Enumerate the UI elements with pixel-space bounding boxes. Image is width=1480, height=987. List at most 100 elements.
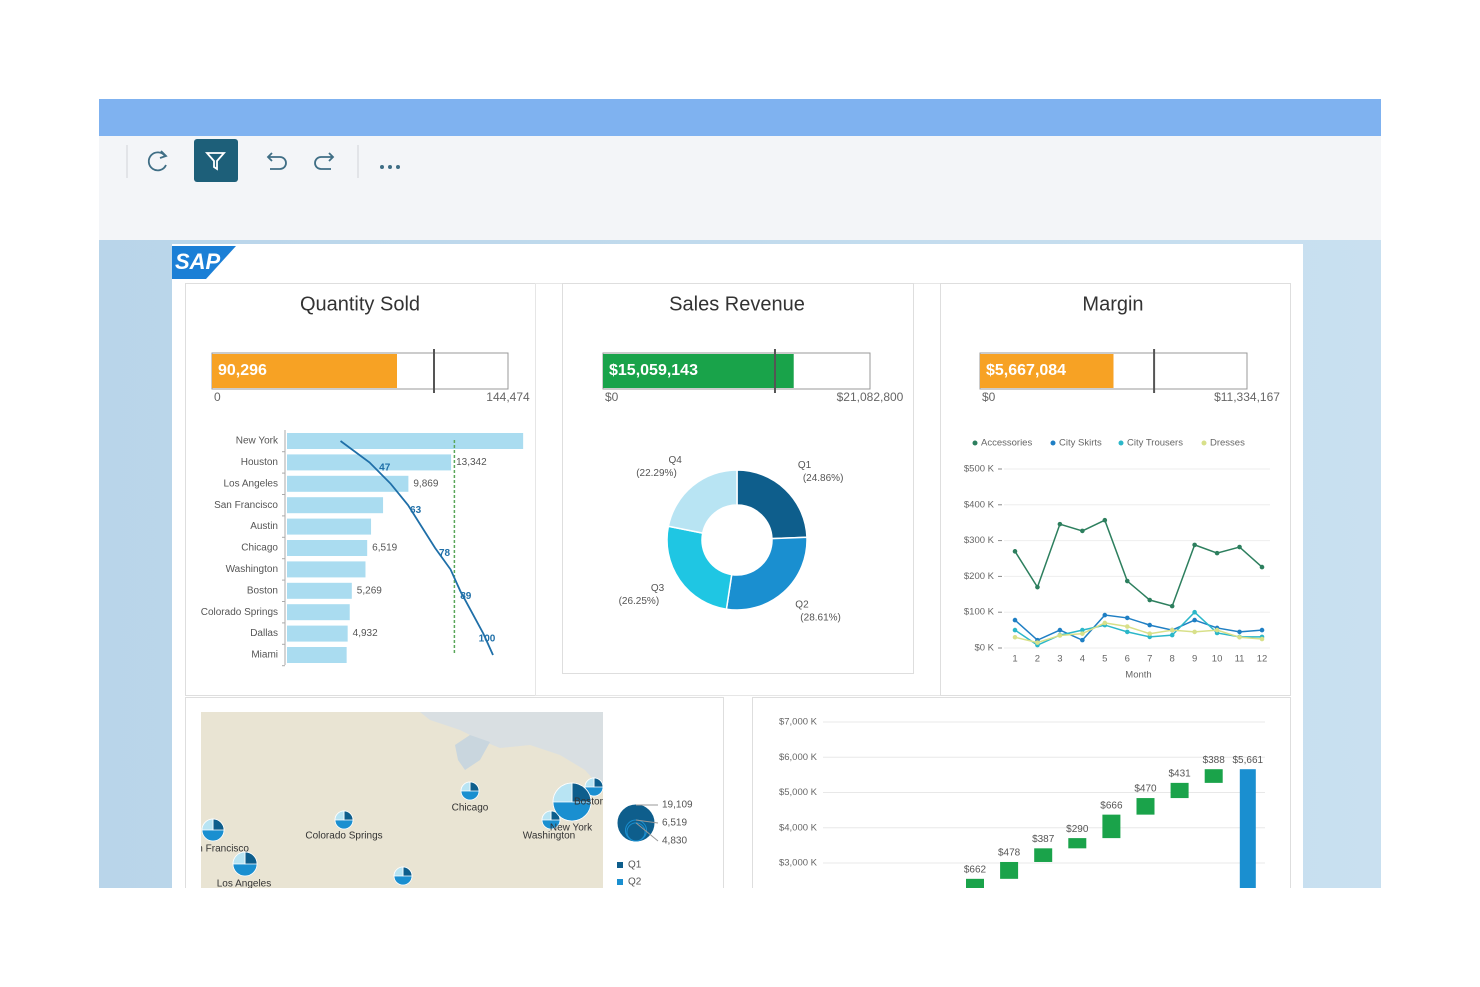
category-label: Los Angeles: [224, 478, 279, 489]
bullet-tick-label: $0: [605, 390, 619, 404]
total-bar: [1239, 769, 1256, 888]
series-point: [1147, 631, 1153, 636]
legend-label: Q1: [628, 860, 642, 871]
panel: [562, 283, 914, 674]
city-pie-slice: [541, 810, 552, 821]
bullet-tick-label: 0: [214, 390, 221, 404]
x-tick-label: 6: [1125, 654, 1130, 665]
bar-value-label: 13,342: [456, 457, 487, 468]
slice-label: Q2: [795, 599, 809, 610]
category-label: Dallas: [250, 628, 278, 639]
map: Chicago Colorado Springs San Francisco Los …: [185, 712, 603, 890]
donut-slice: [736, 469, 808, 540]
y-tick-label: $300 K: [964, 535, 995, 546]
city-label: Los Angeles: [217, 879, 272, 890]
y-tick-label: $5,000 K: [779, 787, 818, 798]
bullet-tick-label: $0: [982, 390, 996, 404]
logo: SAP: [175, 249, 221, 274]
legend-dot: [1050, 440, 1056, 446]
series-point: [1012, 627, 1018, 633]
city-pie-slice: [584, 777, 595, 788]
filter-button[interactable]: [194, 139, 238, 182]
bar: [287, 497, 384, 514]
slice-value: (28.61%): [800, 612, 841, 623]
y-tick-label: $3,000 K: [779, 858, 818, 869]
bar-value-label: 9,869: [413, 478, 438, 489]
series-point: [1237, 634, 1242, 640]
city-label: San Francisco: [185, 844, 249, 855]
panel: [185, 697, 724, 888]
x-tick-label: 2: [1035, 654, 1040, 665]
series-point: [1169, 603, 1175, 609]
bar-value-label: $5,661: [1233, 755, 1264, 766]
legend-swatch: [617, 862, 623, 868]
y-tick-label: $200 K: [964, 571, 995, 582]
bar: [287, 475, 409, 492]
waterfall-bar: [1204, 769, 1223, 783]
cumulative-line: [339, 440, 494, 656]
series-point: [1080, 627, 1085, 633]
title-bar: [99, 99, 1381, 136]
series-point: [1057, 633, 1063, 638]
size-legend-label: 6,519: [662, 818, 687, 829]
filter-icon: [205, 152, 226, 171]
category-label: Chicago: [241, 543, 278, 554]
city-pie-slice: [552, 782, 573, 803]
bullet-bar: [603, 354, 794, 388]
waterfall-bar: [1102, 814, 1121, 839]
slice-label: Q1: [798, 460, 812, 471]
cumulative-label: 78: [439, 548, 451, 559]
bar: [287, 604, 350, 621]
waterfall-bar: [1034, 848, 1053, 862]
size-legend-label: 19,109: [662, 800, 693, 811]
city-label: Chicago: [452, 803, 489, 814]
panel-title: Quantity Sold: [300, 293, 420, 315]
city-pie-slice: [232, 851, 246, 865]
x-tick-label: 11: [1235, 654, 1245, 665]
series-point: [1259, 627, 1265, 633]
bullet-tick-label: $21,082,800: [837, 390, 904, 404]
city-label: Colorado Springs: [305, 831, 382, 842]
city-label: Washington: [523, 831, 575, 842]
undo-button[interactable]: [266, 152, 287, 170]
series-line: [1014, 614, 1263, 642]
cumulative-label: 89: [460, 591, 472, 602]
bar-value-label: $662: [964, 864, 987, 875]
series-point: [1147, 634, 1153, 640]
series-point: [1169, 627, 1175, 633]
bullet-bar: [980, 354, 1114, 388]
cumulative-label: 63: [410, 505, 422, 516]
more-button[interactable]: [380, 165, 400, 169]
x-tick-label: 8: [1170, 654, 1175, 665]
category-label: Austin: [250, 521, 278, 532]
series-point: [1080, 631, 1085, 636]
series-point: [1214, 550, 1220, 556]
bar-value-label: 5,269: [357, 585, 382, 596]
legend-dot: [1201, 440, 1207, 446]
series-point: [1192, 542, 1197, 548]
x-tick-label: 12: [1257, 654, 1268, 665]
x-tick-label: 5: [1102, 654, 1107, 665]
series-point: [1102, 612, 1108, 618]
series-point: [1169, 632, 1175, 638]
x-tick-label: 1: [1012, 654, 1017, 665]
cumulative-label: 100: [479, 634, 496, 645]
series-point: [1259, 636, 1265, 642]
panel: [752, 697, 1291, 888]
refresh-button[interactable]: [147, 150, 168, 172]
legend-dot: [972, 440, 978, 446]
bar: [287, 518, 372, 535]
slice-label: Q4: [668, 455, 682, 466]
bar-value-label: $666: [1100, 800, 1123, 811]
waterfall-bar: [1068, 838, 1087, 849]
bar: [287, 561, 366, 578]
category-label: Houston: [241, 457, 278, 468]
legend-label: City Skirts: [1059, 438, 1102, 449]
redo-button[interactable]: [314, 152, 335, 170]
series-point: [1147, 622, 1153, 628]
bar-value-label: $478: [998, 848, 1021, 859]
series-point: [1012, 617, 1018, 623]
bar-value-label: 4,932: [353, 628, 378, 639]
